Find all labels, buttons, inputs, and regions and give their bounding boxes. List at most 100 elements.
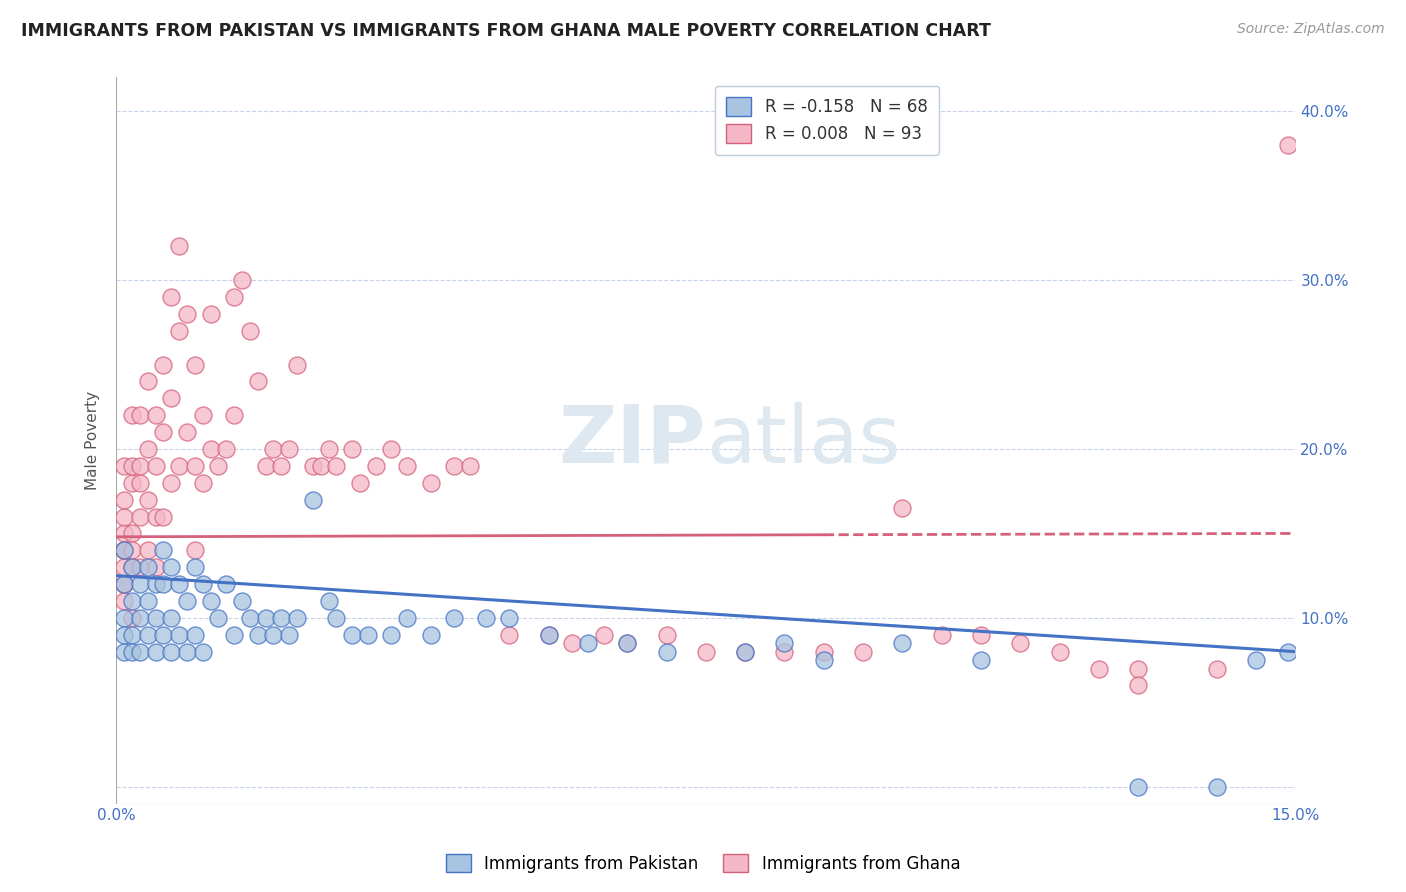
Point <box>152 358 174 372</box>
Point <box>931 628 953 642</box>
Point <box>136 560 159 574</box>
Point <box>121 543 143 558</box>
Point <box>231 594 253 608</box>
Point <box>128 645 150 659</box>
Point <box>734 645 756 659</box>
Point <box>112 458 135 473</box>
Point <box>340 628 363 642</box>
Point <box>246 375 269 389</box>
Point <box>318 594 340 608</box>
Point <box>128 577 150 591</box>
Point <box>191 645 214 659</box>
Point <box>112 594 135 608</box>
Point <box>309 458 332 473</box>
Point <box>325 611 347 625</box>
Point <box>1205 780 1227 794</box>
Point <box>970 628 993 642</box>
Point <box>191 577 214 591</box>
Point <box>136 375 159 389</box>
Point <box>176 645 198 659</box>
Point <box>112 492 135 507</box>
Point <box>128 560 150 574</box>
Point <box>1277 138 1299 153</box>
Point <box>112 611 135 625</box>
Point <box>349 475 371 490</box>
Point <box>655 628 678 642</box>
Point <box>121 628 143 642</box>
Point <box>1128 661 1150 675</box>
Point <box>285 611 308 625</box>
Point <box>184 458 207 473</box>
Point <box>380 628 402 642</box>
Point <box>655 645 678 659</box>
Point <box>200 442 222 456</box>
Point <box>474 611 496 625</box>
Point <box>270 458 292 473</box>
Point <box>224 408 246 422</box>
Point <box>145 509 167 524</box>
Point <box>396 611 419 625</box>
Point <box>160 290 183 304</box>
Point <box>616 636 638 650</box>
Point <box>191 475 214 490</box>
Point <box>160 560 183 574</box>
Point <box>419 628 441 642</box>
Point <box>121 560 143 574</box>
Point <box>1205 661 1227 675</box>
Point <box>167 577 190 591</box>
Point <box>364 458 387 473</box>
Point <box>246 628 269 642</box>
Point <box>121 475 143 490</box>
Text: Source: ZipAtlas.com: Source: ZipAtlas.com <box>1237 22 1385 37</box>
Point <box>191 408 214 422</box>
Point <box>224 628 246 642</box>
Point <box>695 645 717 659</box>
Point <box>278 628 301 642</box>
Point <box>184 560 207 574</box>
Point <box>112 543 135 558</box>
Point <box>184 628 207 642</box>
Point <box>498 611 520 625</box>
Point <box>112 526 135 541</box>
Point <box>167 239 190 253</box>
Point <box>813 653 835 667</box>
Point <box>121 526 143 541</box>
Point <box>254 458 277 473</box>
Point <box>1010 636 1032 650</box>
Point <box>215 577 238 591</box>
Point <box>443 458 465 473</box>
Text: ZIP: ZIP <box>558 401 706 480</box>
Point <box>852 645 875 659</box>
Point <box>121 408 143 422</box>
Point <box>136 628 159 642</box>
Point <box>592 628 614 642</box>
Point <box>160 645 183 659</box>
Point <box>357 628 380 642</box>
Point <box>121 611 143 625</box>
Y-axis label: Male Poverty: Male Poverty <box>86 391 100 490</box>
Text: atlas: atlas <box>706 401 900 480</box>
Point <box>207 458 229 473</box>
Point <box>285 358 308 372</box>
Point <box>325 458 347 473</box>
Point <box>121 645 143 659</box>
Point <box>537 628 560 642</box>
Text: IMMIGRANTS FROM PAKISTAN VS IMMIGRANTS FROM GHANA MALE POVERTY CORRELATION CHART: IMMIGRANTS FROM PAKISTAN VS IMMIGRANTS F… <box>21 22 991 40</box>
Point <box>773 636 796 650</box>
Point <box>200 594 222 608</box>
Point <box>152 425 174 439</box>
Legend: Immigrants from Pakistan, Immigrants from Ghana: Immigrants from Pakistan, Immigrants fro… <box>439 847 967 880</box>
Point <box>891 636 914 650</box>
Point <box>1244 653 1267 667</box>
Point <box>160 475 183 490</box>
Point <box>136 543 159 558</box>
Point <box>176 425 198 439</box>
Point <box>121 560 143 574</box>
Point <box>239 611 262 625</box>
Point <box>263 442 285 456</box>
Point <box>215 442 238 456</box>
Point <box>121 594 143 608</box>
Point <box>145 458 167 473</box>
Point <box>145 611 167 625</box>
Point <box>145 560 167 574</box>
